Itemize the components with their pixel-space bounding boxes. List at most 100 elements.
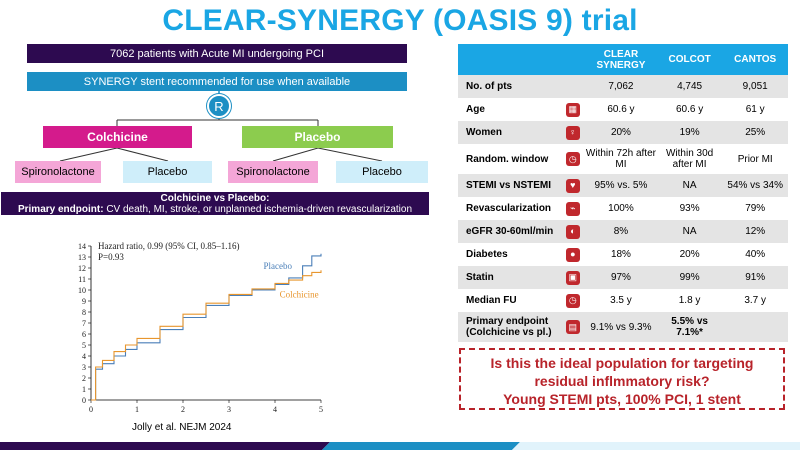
series-line-placebo (91, 253, 322, 401)
row-icon-cell: ♥ (560, 174, 586, 197)
row-label: STEMI vs NSTEMI (458, 174, 561, 197)
randomization-circle: R (207, 94, 231, 118)
y-tick-label: 7 (82, 319, 86, 328)
cell-cantos: 9,051 (722, 75, 788, 98)
row-label: Random. window (466, 153, 549, 165)
series-line-colchicine (91, 270, 322, 401)
cell-colcot: 20% (679, 249, 700, 260)
table-row: Statin ▣ 97% 99% 91% (458, 266, 788, 289)
row-icon-cell: ▤ (560, 312, 586, 342)
kidney-icon: ◐ (565, 224, 580, 239)
endpoint-text: CV death, MI, stroke, or unplanned ische… (103, 203, 413, 215)
stent-icon: ⌁ (565, 201, 580, 216)
slide-title: CLEAR-SYNERGY (OASIS 9) trial (162, 4, 638, 37)
cell-cantos: 40% (745, 249, 766, 260)
cell-cantos: 79% (745, 203, 766, 214)
y-tick-label: 11 (78, 275, 86, 284)
placebo-arm-box: Placebo (242, 126, 393, 148)
timer-icon: ◷ (565, 293, 580, 308)
y-tick-label: 0 (82, 396, 86, 405)
placebo-sub-box-2: Placebo (336, 161, 428, 183)
colchicine-arm-box: Colchicine (43, 126, 192, 148)
endpoint-label: Primary endpoint: (17, 203, 104, 215)
cell-colcot: 4,745 (656, 75, 723, 98)
row-icon-cell: ◐ (560, 220, 586, 243)
cell-colcot: 60.6 y (675, 104, 704, 115)
synergy-stent-box: SYNERGY stent recommended for use when a… (27, 72, 407, 91)
spironolactone-box-1: Spironolactone (15, 161, 101, 183)
table-row: Revascularization ⌁ 100% 93% 79% (458, 197, 788, 220)
cell-colcot: 99% (656, 266, 723, 289)
x-tick-label: 1 (135, 405, 139, 414)
y-tick-label: 3 (82, 363, 86, 372)
row-icon-cell (560, 75, 586, 98)
row-icon-cell: ▦ (560, 98, 585, 121)
cell-clear-synergy: 9.1% vs 9.3% (585, 312, 657, 342)
cell-cantos: 91% (722, 266, 788, 289)
citation: Jolly et al. NEJM 2024 (132, 422, 232, 433)
question-box: Is this the ideal population for targeti… (459, 348, 785, 410)
table-row: Median FU ◷ 3.5 y 1.8 y 3.7 y (458, 289, 788, 312)
cell-clear-synergy: 97% (585, 266, 657, 289)
y-tick-label: 5 (82, 341, 86, 350)
cell-clear-synergy: Within 72h after MI (585, 148, 656, 170)
y-tick-label: 2 (82, 374, 86, 383)
table-row: Women ♀ 20% 19% 25% (458, 121, 788, 144)
row-label: Women (458, 121, 561, 144)
row-label: Age (466, 104, 485, 115)
y-tick-label: 8 (82, 308, 86, 317)
series-label-colchicine: Colchicine (280, 290, 319, 300)
patients-box: 7062 patients with Acute MI undergoing P… (27, 44, 407, 63)
row-label: Diabetes (466, 249, 508, 260)
row-icon-cell: ♀ (560, 121, 586, 144)
comparison-table: CLEAR SYNERGY COLCOT CANTOS No. of pts 7,… (458, 44, 788, 342)
cell-colcot: 19% (656, 121, 723, 144)
y-tick-label: 12 (78, 264, 86, 273)
cell-colcot: 93% (679, 203, 700, 214)
pill-icon: ▤ (565, 320, 580, 334)
table-row: Random. window ◷ Within 72h after MI Within… (458, 144, 788, 174)
row-icon-cell: ⌁ (560, 197, 585, 220)
cell-colcot: Within 30d after MI (665, 148, 714, 170)
header-cantos: CANTOS (722, 44, 788, 75)
chart-annotation: Hazard ratio, 0.99 (95% CI, 0.85–1.16) (98, 241, 239, 251)
female-icon: ♀ (565, 125, 580, 140)
question-line-3: Young STEMI pts, 100% PCI, 1 stent (503, 391, 741, 407)
clock-icon: ◷ (565, 152, 580, 166)
endpoint-description: Primary endpoint: CV death, MI, stroke, … (18, 204, 412, 215)
cell-clear-synergy: 7,062 (585, 75, 657, 98)
cell-cantos (722, 312, 788, 342)
header-colcot: COLCOT (656, 44, 723, 75)
chart-annotation: P=0.93 (98, 252, 124, 262)
heart-icon: ♥ (565, 178, 580, 193)
x-tick-label: 4 (273, 405, 277, 414)
header-clear-synergy: CLEAR SYNERGY (585, 44, 657, 75)
cell-cantos: 12% (722, 220, 788, 243)
table-row: Primary endpoint (Colchicine vs pl.) ▤ 9.1… (458, 312, 788, 342)
row-icon-cell: ● (560, 243, 585, 266)
footer-stripe (0, 442, 800, 450)
table-row: eGFR 30-60ml/min ◐ 8% NA 12% (458, 220, 788, 243)
row-label: Primary endpoint (Colchicine vs pl.) (458, 312, 561, 342)
x-tick-label: 3 (227, 405, 231, 414)
cell-clear-synergy: 20% (585, 121, 657, 144)
header-icon-column (560, 44, 586, 75)
y-tick-label: 1 (82, 385, 86, 394)
question-line-1: Is this the ideal population for targeti… (490, 355, 754, 371)
cell-colcot: NA (656, 174, 723, 197)
y-tick-label: 14 (78, 242, 86, 251)
cell-colcot: NA (656, 220, 723, 243)
cell-clear-synergy: 60.6 y (607, 104, 635, 115)
cell-clear-synergy: 8% (585, 220, 657, 243)
y-tick-label: 4 (82, 352, 86, 361)
header-empty (458, 44, 561, 75)
row-icon-cell: ◷ (560, 144, 585, 174)
table-row: Diabetes ● 18% 20% 40% (458, 243, 788, 266)
table-header-row: CLEAR SYNERGY COLCOT CANTOS (458, 44, 788, 75)
placebo-sub-box-1: Placebo (123, 161, 212, 183)
cell-clear-synergy: 3.5 y (610, 295, 632, 306)
x-tick-label: 0 (89, 405, 93, 414)
cell-cantos: 54% vs 34% (722, 174, 788, 197)
cell-cantos: 61 y (745, 104, 765, 115)
